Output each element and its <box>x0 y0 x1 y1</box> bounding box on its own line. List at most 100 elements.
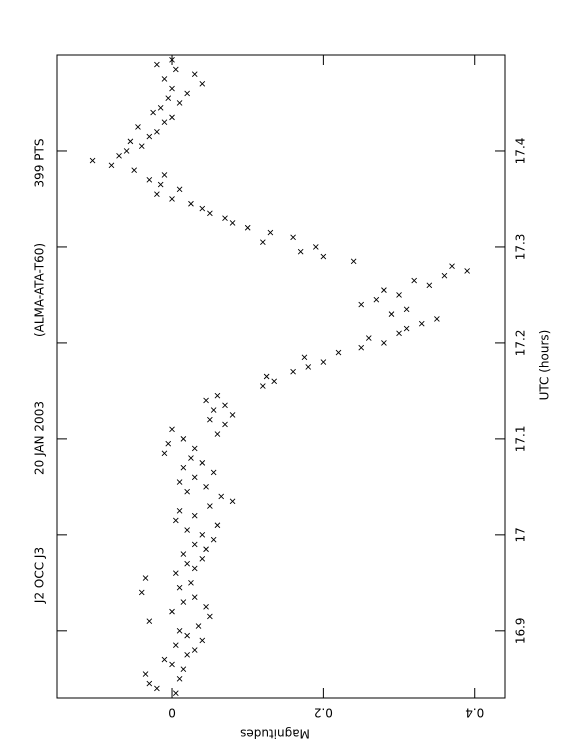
point <box>161 119 168 125</box>
point <box>207 503 213 509</box>
point <box>260 383 266 389</box>
point <box>184 560 190 567</box>
plot-frame <box>56 54 506 699</box>
point <box>214 392 221 399</box>
point <box>210 536 217 543</box>
point <box>388 311 395 317</box>
point <box>184 90 190 97</box>
point <box>434 316 440 322</box>
point <box>464 268 470 274</box>
point <box>191 445 198 452</box>
point <box>203 604 209 610</box>
point <box>176 186 183 193</box>
point <box>358 344 365 351</box>
point <box>142 671 149 677</box>
point <box>172 517 179 524</box>
point <box>146 618 153 625</box>
point <box>191 71 198 78</box>
point <box>138 143 145 149</box>
point <box>176 100 183 106</box>
point <box>320 359 327 365</box>
point <box>214 522 221 529</box>
x-tick-label: 17.1 <box>514 426 528 453</box>
point <box>222 215 228 221</box>
point <box>229 220 236 226</box>
point <box>203 484 209 490</box>
point <box>449 263 455 269</box>
point <box>176 508 183 514</box>
point <box>350 258 357 265</box>
point <box>169 85 175 92</box>
y-axis-label: Magnitudes <box>240 727 310 741</box>
point <box>312 244 319 250</box>
point <box>188 455 194 461</box>
point <box>176 675 183 682</box>
point <box>396 330 402 337</box>
x-axis-label: UTC (hours) <box>538 330 552 401</box>
point <box>214 431 221 437</box>
point <box>191 541 198 548</box>
point <box>176 628 183 634</box>
point <box>180 599 187 605</box>
chart-title: J2 OCC J3 <box>33 547 47 604</box>
point <box>381 340 387 346</box>
point <box>169 661 175 668</box>
point <box>154 191 160 197</box>
point <box>195 623 202 629</box>
point <box>320 253 327 260</box>
x-tick-label: 17 <box>514 527 528 542</box>
point <box>207 210 213 217</box>
point <box>180 666 187 673</box>
point <box>188 200 194 207</box>
point <box>180 436 187 442</box>
point <box>418 320 425 327</box>
point <box>89 157 96 164</box>
point <box>191 594 198 601</box>
point <box>290 234 296 241</box>
point <box>426 282 433 289</box>
point <box>154 128 160 135</box>
point <box>229 498 236 505</box>
point <box>199 556 206 562</box>
point <box>210 469 217 476</box>
point <box>184 632 190 639</box>
point <box>146 680 153 687</box>
point <box>297 248 304 255</box>
point <box>335 349 342 356</box>
point <box>165 440 172 447</box>
point <box>157 181 164 188</box>
point <box>131 167 138 173</box>
x-tick-label: 16.9 <box>514 617 528 644</box>
x-tick-label: 17.2 <box>514 330 528 357</box>
point <box>222 402 228 409</box>
point <box>188 580 194 586</box>
y-tick-label: 0 <box>168 706 176 720</box>
point <box>180 551 187 557</box>
point <box>411 277 418 284</box>
point <box>191 512 198 519</box>
point <box>301 354 308 361</box>
point <box>358 301 365 308</box>
x-tick-label: 17.4 <box>514 138 528 165</box>
point <box>207 613 213 620</box>
point <box>127 138 134 145</box>
point <box>172 690 179 697</box>
point <box>222 421 228 428</box>
point <box>199 637 206 644</box>
point <box>169 608 175 615</box>
point <box>403 325 410 332</box>
point <box>403 306 410 313</box>
point <box>207 416 213 423</box>
point <box>199 532 206 538</box>
point <box>123 148 130 154</box>
point <box>218 493 225 500</box>
point <box>260 239 266 245</box>
point <box>229 412 236 418</box>
point <box>165 95 172 102</box>
point <box>184 651 190 658</box>
point <box>203 397 209 404</box>
y-tick-label: 0.2 <box>314 706 333 720</box>
point <box>161 656 168 663</box>
point <box>161 450 168 457</box>
